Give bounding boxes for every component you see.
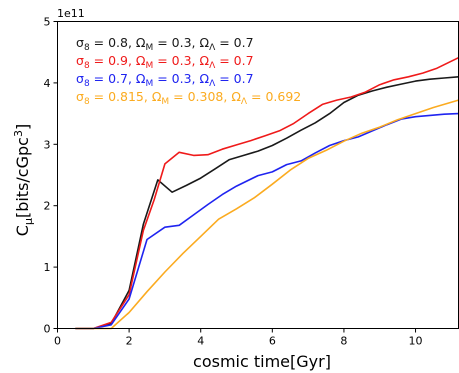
- legend-part: Ω: [136, 71, 146, 86]
- legend-part: 8: [84, 43, 90, 53]
- legend-part: M: [145, 61, 153, 71]
- series-line-3: [75, 99, 459, 330]
- legend-part: = 0.3,: [153, 35, 199, 50]
- legend-part: 8: [84, 97, 90, 107]
- legend-part: = 0.308,: [169, 89, 231, 104]
- legend-part: Λ: [209, 43, 216, 53]
- legend: σ8 = 0.8, ΩM = 0.3, ΩΛ = 0.7σ8 = 0.9, ΩM…: [76, 35, 301, 107]
- legend-part: = 0.8,: [90, 35, 136, 50]
- legend-part: Λ: [209, 79, 216, 89]
- y-axis-title-close: ]: [13, 124, 32, 130]
- legend-part: 8: [84, 79, 90, 89]
- legend-part: = 0.692: [247, 89, 301, 104]
- legend-part: = 0.3,: [153, 71, 199, 86]
- legend-part: = 0.7,: [90, 71, 136, 86]
- y-tick-label: 3: [44, 138, 51, 151]
- legend-part: = 0.7: [215, 35, 253, 50]
- series-line-2: [75, 112, 459, 330]
- legend-entry-2: σ8 = 0.7, ΩM = 0.3, ΩΛ = 0.7: [76, 71, 254, 89]
- x-tick-label: 6: [269, 335, 276, 348]
- legend-part: Ω: [136, 35, 146, 50]
- series-line-0: [75, 76, 459, 330]
- x-tick-label: 10: [409, 335, 423, 348]
- y-axis-title: Cμ[bits/cGpc3]: [12, 124, 35, 236]
- legend-part: Ω: [152, 89, 162, 104]
- series-layer: [75, 56, 459, 330]
- y-axis-title-exp: 3: [12, 130, 25, 137]
- x-tick-label: 8: [340, 335, 347, 348]
- y-tick-label: 2: [44, 200, 51, 213]
- x-axis-title: cosmic time[Gyr]: [193, 352, 331, 371]
- y-axis-title-sub: μ: [22, 218, 35, 225]
- y-offset-label: 1e11: [57, 7, 85, 20]
- series-line-1: [75, 56, 459, 330]
- legend-part: σ: [76, 89, 84, 104]
- legend-part: = 0.3,: [153, 53, 199, 68]
- legend-part: σ: [76, 71, 84, 86]
- legend-entry-3: σ8 = 0.815, ΩM = 0.308, ΩΛ = 0.692: [76, 89, 301, 107]
- legend-part: M: [145, 43, 153, 53]
- ticks-layer: 0 2 4 6 8 10 0 1 2 3 4 5: [44, 16, 423, 348]
- x-tick-label: 4: [197, 335, 204, 348]
- legend-part: Ω: [200, 35, 210, 50]
- legend-part: Ω: [200, 53, 210, 68]
- legend-part: 8: [84, 61, 90, 71]
- legend-part: Ω: [136, 53, 146, 68]
- legend-part: σ: [76, 35, 84, 50]
- legend-part: M: [145, 79, 153, 89]
- legend-part: M: [161, 97, 169, 107]
- legend-part: = 0.7: [215, 71, 253, 86]
- x-tick-label: 0: [54, 335, 61, 348]
- legend-part: σ: [76, 53, 84, 68]
- legend-part: = 0.7: [215, 53, 253, 68]
- y-tick-label: 1: [44, 261, 51, 274]
- y-axis-title-unit: [bits/cGpc: [13, 137, 32, 218]
- x-tick-label: 2: [126, 335, 133, 348]
- legend-entry-1: σ8 = 0.9, ΩM = 0.3, ΩΛ = 0.7: [76, 53, 254, 71]
- legend-part: Λ: [209, 61, 216, 71]
- y-axis-title-symbol: C: [13, 225, 32, 236]
- legend-part: Ω: [231, 89, 241, 104]
- legend-part: = 0.9,: [90, 53, 136, 68]
- y-tick-label: 5: [44, 16, 51, 29]
- legend-entry-0: σ8 = 0.8, ΩM = 0.3, ΩΛ = 0.7: [76, 35, 254, 53]
- legend-part: Ω: [200, 71, 210, 86]
- y-tick-label: 4: [44, 77, 51, 90]
- legend-part: Λ: [241, 97, 248, 107]
- y-tick-label: 0: [44, 323, 51, 336]
- legend-part: = 0.815,: [90, 89, 152, 104]
